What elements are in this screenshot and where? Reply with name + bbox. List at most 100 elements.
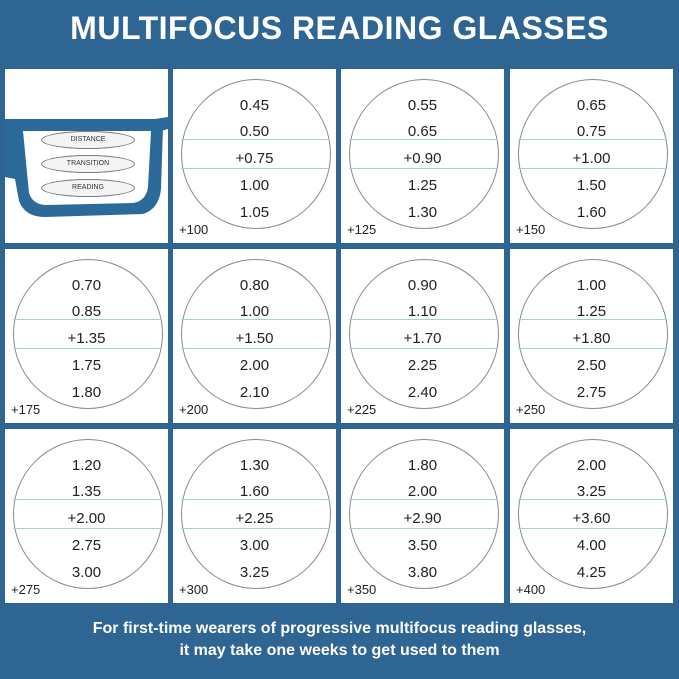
footer-note: For first-time wearers of progressive mu… [0, 618, 679, 662]
lens-value: 2.25 [407, 357, 438, 374]
lens-value: 2.40 [407, 384, 438, 401]
lens-value: 1.00 [576, 277, 607, 294]
lens-circle [518, 79, 668, 229]
zone-divider [13, 499, 161, 500]
lens-grid: DISTANCE TRANSITION READING 0.45 0.50 +0.7… [5, 69, 673, 603]
lens-value: 1.05 [239, 204, 270, 221]
lens-value: 0.50 [239, 123, 270, 140]
lens-value: 0.45 [239, 97, 270, 114]
zone-divider [13, 319, 161, 320]
lens-circle [518, 259, 668, 409]
lens-value: 1.60 [239, 483, 270, 500]
lens-value: 3.50 [407, 537, 438, 554]
zone-divider [518, 348, 666, 349]
lens-circle [518, 439, 668, 589]
lens-value: +1.70 [403, 330, 442, 347]
footer-line-1: For first-time wearers of progressive mu… [92, 620, 587, 637]
lens-value: 3.25 [239, 564, 270, 581]
lens-circle [13, 439, 163, 589]
lens-strength-label: +150 [516, 222, 546, 237]
lens-circle [349, 439, 499, 589]
lens-value: 1.00 [239, 303, 270, 320]
zone-divider [518, 528, 666, 529]
zone-transition: TRANSITION [41, 155, 135, 173]
zone-divider [13, 348, 161, 349]
lens-value: 2.50 [576, 357, 607, 374]
lens-value: 0.65 [576, 97, 607, 114]
zone-divider [349, 139, 497, 140]
lens-value: 2.00 [239, 357, 270, 374]
zone-divider [181, 528, 329, 529]
lens-strength-label: +175 [11, 402, 41, 417]
lens-value: 2.00 [576, 457, 607, 474]
zone-divider [13, 528, 161, 529]
lens-strength-label: +400 [516, 582, 546, 597]
lens-cell: 1.30 1.60 +2.25 3.00 3.25 +300 [173, 429, 336, 603]
lens-value: 4.00 [576, 537, 607, 554]
lens-value: 0.65 [407, 123, 438, 140]
lens-cell: 1.80 2.00 +2.90 3.50 3.80 +350 [341, 429, 504, 603]
zone-distance: DISTANCE [41, 131, 135, 149]
zone-divider [181, 348, 329, 349]
lens-strength-label: +225 [347, 402, 377, 417]
lens-cell: 1.20 1.35 +2.00 2.75 3.00 +275 [5, 429, 168, 603]
zone-divider [349, 528, 497, 529]
lens-value: 3.00 [239, 537, 270, 554]
lens-value: 2.75 [576, 384, 607, 401]
lens-value: 2.00 [407, 483, 438, 500]
lens-value: 1.25 [407, 177, 438, 194]
lens-strength-label: +200 [179, 402, 209, 417]
lens-circle [181, 259, 331, 409]
zone-divider [181, 168, 329, 169]
zone-divider [181, 499, 329, 500]
lens-strength-label: +250 [516, 402, 546, 417]
lens-value: +0.90 [403, 150, 442, 167]
lens-value: 3.25 [576, 483, 607, 500]
lens-value: 1.20 [71, 457, 102, 474]
lens-cell: 0.90 1.10 +1.70 2.25 2.40 +225 [341, 249, 504, 423]
lens-value: 0.70 [71, 277, 102, 294]
lens-value: 2.75 [71, 537, 102, 554]
lens-circle [181, 439, 331, 589]
lens-value: 1.60 [576, 204, 607, 221]
lens-value: 3.80 [407, 564, 438, 581]
footer-line-2: it may take one weeks to get used to the… [179, 642, 500, 659]
lens-strength-label: +275 [11, 582, 41, 597]
lens-value: 1.35 [71, 483, 102, 500]
lens-value: +0.75 [235, 150, 274, 167]
zone-divider [181, 319, 329, 320]
lens-value: +1.80 [572, 330, 611, 347]
lens-value: +2.90 [403, 510, 442, 527]
lens-strength-label: +350 [347, 582, 377, 597]
lens-value: 1.80 [407, 457, 438, 474]
lens-strength-label: +300 [179, 582, 209, 597]
zone-divider [349, 499, 497, 500]
lens-value: 1.10 [407, 303, 438, 320]
lens-value: 4.25 [576, 564, 607, 581]
lens-value: 0.85 [71, 303, 102, 320]
zone-divider [349, 168, 497, 169]
lens-value: +2.00 [67, 510, 106, 527]
lens-strength-label: +125 [347, 222, 377, 237]
lens-cell: 1.00 1.25 +1.80 2.50 2.75 +250 [510, 249, 673, 423]
lens-value: +1.50 [235, 330, 274, 347]
lens-cell: 0.65 0.75 +1.00 1.50 1.60 +150 [510, 69, 673, 243]
lens-value: +1.00 [572, 150, 611, 167]
zone-divider [518, 168, 666, 169]
zone-divider [349, 348, 497, 349]
lens-value: 1.00 [239, 177, 270, 194]
lens-value: +3.60 [572, 510, 611, 527]
lens-value: +1.35 [67, 330, 106, 347]
glasses-illustration-cell: DISTANCE TRANSITION READING [5, 69, 168, 243]
zone-divider [181, 139, 329, 140]
lens-circle [349, 79, 499, 229]
lens-circle [181, 79, 331, 229]
lens-cell: 0.80 1.00 +1.50 2.00 2.10 +200 [173, 249, 336, 423]
lens-value: +2.25 [235, 510, 274, 527]
lens-value: 2.10 [239, 384, 270, 401]
zone-divider [518, 139, 666, 140]
lens-value: 1.50 [576, 177, 607, 194]
lens-value: 1.30 [407, 204, 438, 221]
lens-value: 3.00 [71, 564, 102, 581]
lens-value: 1.80 [71, 384, 102, 401]
